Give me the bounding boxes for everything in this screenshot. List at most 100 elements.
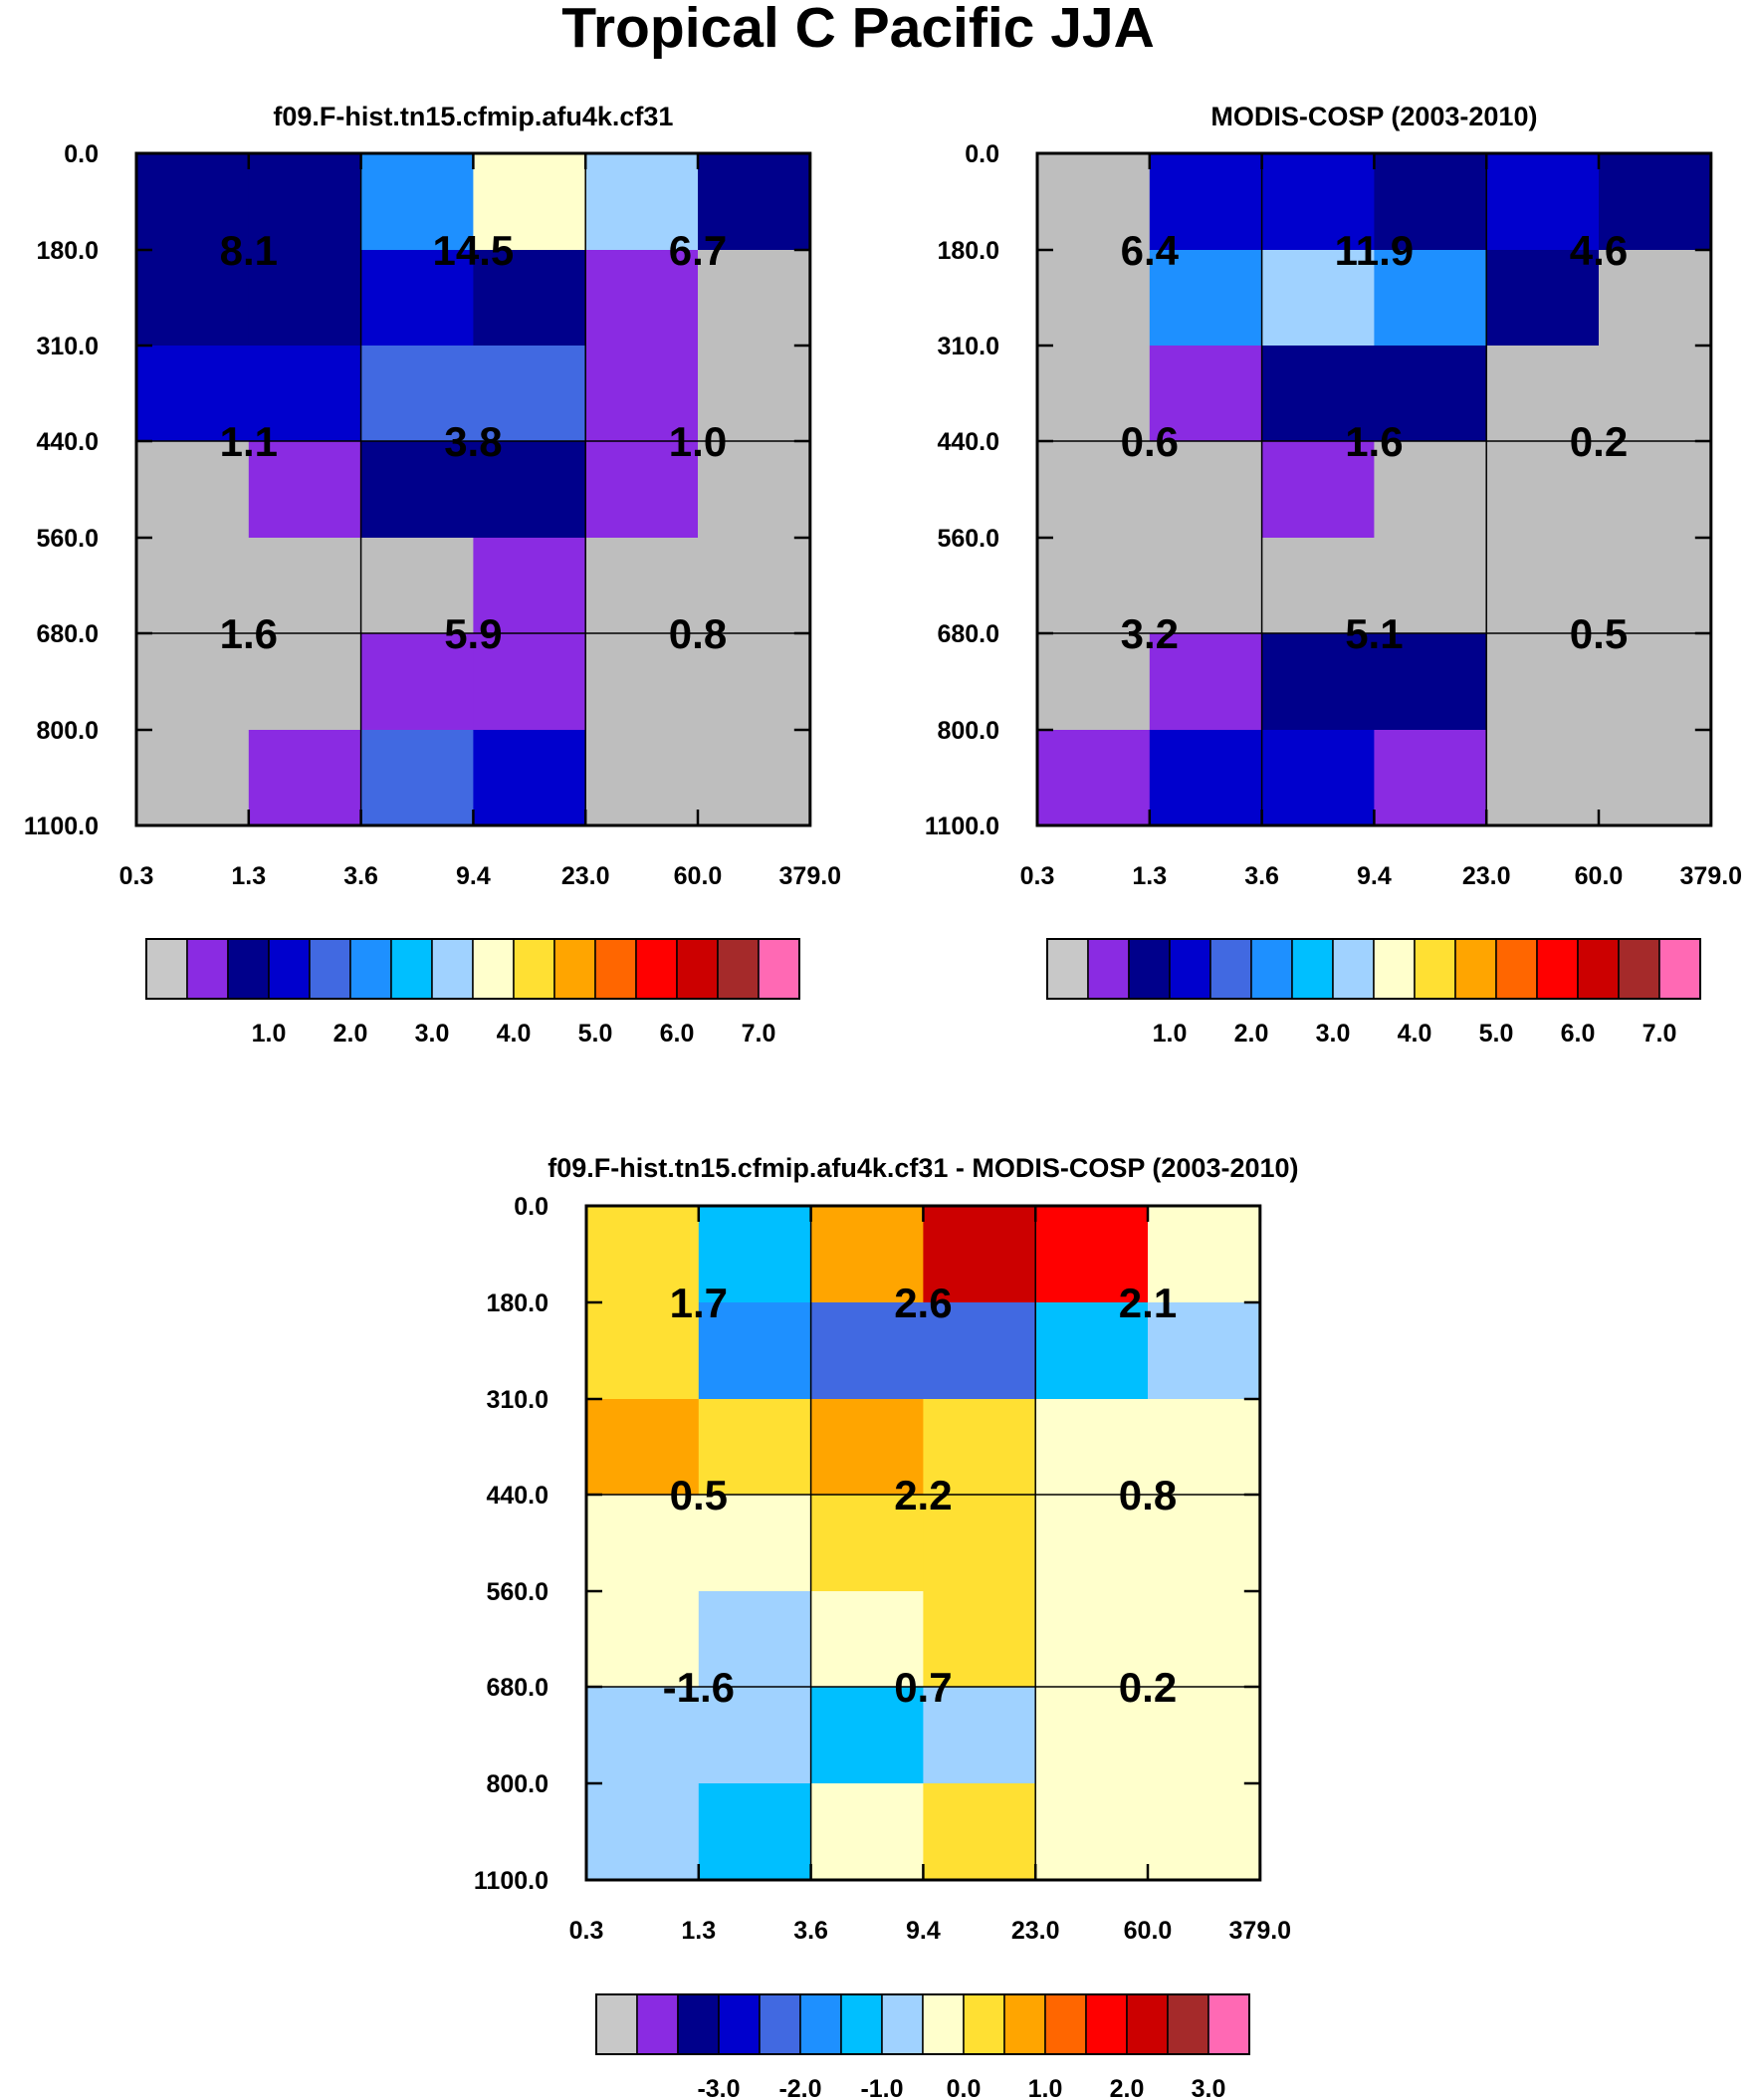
heatmap-cell	[810, 1495, 924, 1592]
colorbar-swatch	[1373, 938, 1416, 1000]
colorbar-swatch	[186, 938, 229, 1000]
data-label: 11.9	[1335, 227, 1414, 274]
heatmap-cell	[586, 1783, 700, 1881]
heatmap-cell	[136, 538, 250, 634]
colorbar-frame	[1046, 938, 1701, 1000]
x-tick-label: 379.0	[1229, 1917, 1292, 1945]
colorbar-swatch	[268, 938, 311, 1000]
heatmap-cell	[1148, 1206, 1261, 1303]
heatmap-cell	[1599, 633, 1712, 731]
colorbar: 1.0 2.0 3.0 4.0 5.0 6.0 7.0	[145, 938, 800, 1048]
heatmap-cell	[1037, 441, 1151, 539]
colorbar-swatch	[1618, 938, 1660, 1000]
heatmap-cell	[1037, 730, 1151, 826]
heatmap-cell	[586, 1591, 700, 1688]
panel-1: f09.F-hist.tn15.cfmip.afu4k.cf31 0.0 180.0…	[24, 102, 841, 1048]
heatmap-cell	[1374, 538, 1487, 634]
colorbar-swatch	[1209, 938, 1252, 1000]
colorbar-swatch	[1167, 1993, 1209, 2055]
colorbar-swatch	[1087, 938, 1130, 1000]
heatmap-cell	[1035, 1591, 1149, 1688]
heatmap-cell	[1374, 250, 1487, 347]
colorbar-label: 5.0	[1479, 1020, 1514, 1048]
data-label: -1.6	[663, 1664, 735, 1711]
colorbar-swatch	[799, 1993, 842, 2055]
heatmap-cell	[1148, 1302, 1261, 1400]
data-label: 0.6	[1121, 418, 1179, 465]
heatmap-cell	[1037, 153, 1151, 251]
heatmap-cell	[1149, 633, 1263, 731]
heatmap-cell	[1148, 1687, 1261, 1784]
heatmap-cell	[585, 538, 699, 634]
heatmap-cell	[586, 1206, 700, 1303]
heatmap-cell	[1035, 1495, 1149, 1592]
heatmap-cell	[1261, 633, 1375, 731]
heatmap-cell	[1374, 346, 1487, 442]
colorbar-label: 3.0	[415, 1020, 450, 1048]
heatmap-cell	[698, 538, 811, 634]
y-tick-label: 1100.0	[925, 813, 999, 840]
heatmap-cell	[923, 1495, 1036, 1592]
heatmap-cell	[923, 1591, 1036, 1688]
heatmap-cell	[136, 250, 250, 347]
heatmap-cell	[473, 153, 586, 251]
data-label: 0.8	[1119, 1472, 1177, 1518]
y-tick-label: 680.0	[36, 620, 99, 648]
x-tick-label: 0.3	[1020, 862, 1055, 890]
heatmap-cell	[585, 730, 699, 826]
grid-lines	[1037, 153, 1711, 825]
y-tick-label: 0.0	[965, 140, 999, 168]
data-label: 5.9	[444, 610, 502, 657]
x-tick-label: 23.0	[1011, 1917, 1060, 1945]
heatmap-cell	[1035, 1302, 1149, 1400]
colorbar-label: 2.0	[1234, 1020, 1269, 1048]
colorbar-label: 7.0	[1643, 1020, 1677, 1048]
colorbar-swatch	[759, 1993, 801, 2055]
heatmap-cell	[698, 441, 811, 539]
y-tick-label: 1100.0	[24, 813, 99, 840]
heatmap-cell	[1261, 441, 1375, 539]
y-tick-label: 440.0	[937, 428, 999, 456]
heatmap-cell	[698, 1591, 812, 1688]
y-tick-label: 310.0	[937, 333, 999, 360]
heatmap-cell	[923, 1687, 1036, 1784]
heatmap-cell	[360, 538, 474, 634]
heatmap-cell	[810, 1591, 924, 1688]
colorbar-label: 6.0	[660, 1020, 695, 1048]
data-label: 1.6	[220, 610, 278, 657]
data-label: 8.1	[220, 227, 278, 274]
y-tick-label: 0.0	[64, 140, 99, 168]
heatmap-cell	[585, 346, 699, 442]
colorbar-swatch	[922, 1993, 965, 2055]
heatmap-cell	[1261, 250, 1375, 347]
heatmap-cell	[698, 346, 811, 442]
colorbar-swatch	[1044, 1993, 1087, 2055]
colorbar-label: -1.0	[860, 2075, 903, 2100]
heatmap-cell	[473, 346, 586, 442]
heatmap-cell	[1374, 730, 1487, 826]
heatmap-cell	[360, 633, 474, 731]
x-tick-label: 3.6	[1244, 862, 1279, 890]
colorbar-swatch	[1291, 938, 1334, 1000]
heatmap-cell	[586, 1687, 700, 1784]
colorbar-swatch	[1003, 1993, 1046, 2055]
heatmap-cell	[1148, 1495, 1261, 1592]
x-tick-label: 379.0	[1680, 862, 1743, 890]
y-tick-label: 1100.0	[474, 1867, 548, 1895]
heatmap-cell	[360, 441, 474, 539]
heatmap-cell	[1599, 346, 1712, 442]
heatmap-cell	[1599, 153, 1712, 251]
heatmap-cell	[585, 441, 699, 539]
heatmap-cell	[473, 730, 586, 826]
data-label: 0.7	[894, 1664, 952, 1711]
heatmap-cell	[698, 1495, 812, 1592]
x-tick-label: 0.3	[119, 862, 154, 890]
heatmap-cell	[1374, 441, 1487, 539]
heatmap-cell	[1486, 346, 1600, 442]
data-label: 2.2	[894, 1472, 952, 1518]
colorbar-swatch	[1126, 1993, 1169, 2055]
colorbar-swatch	[676, 938, 719, 1000]
y-tick-label: 0.0	[514, 1193, 548, 1221]
heatmap-cell	[1599, 250, 1712, 347]
